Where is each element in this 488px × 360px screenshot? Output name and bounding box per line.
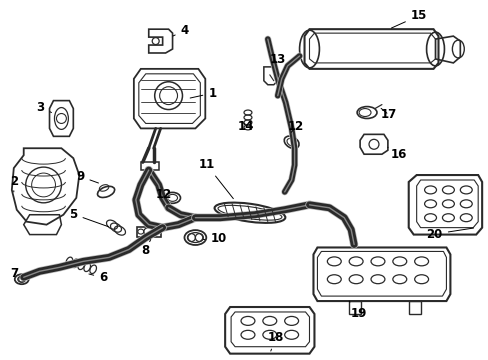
Text: 11: 11 <box>198 158 233 199</box>
Text: 8: 8 <box>141 239 150 257</box>
Text: 12: 12 <box>287 120 304 134</box>
Text: 9: 9 <box>76 170 98 183</box>
Text: 1: 1 <box>190 87 216 100</box>
Text: 12: 12 <box>155 188 172 201</box>
Text: 7: 7 <box>10 267 18 280</box>
Text: 3: 3 <box>37 100 51 113</box>
Text: 17: 17 <box>380 108 396 121</box>
Text: 4: 4 <box>173 24 188 37</box>
Text: 10: 10 <box>203 231 226 244</box>
Text: 18: 18 <box>267 331 284 351</box>
Text: 6: 6 <box>89 271 107 284</box>
Text: 14: 14 <box>238 120 254 134</box>
Text: 20: 20 <box>426 228 472 240</box>
Text: 5: 5 <box>69 208 108 227</box>
Text: 13: 13 <box>269 53 285 66</box>
Text: 19: 19 <box>348 301 367 320</box>
Text: 16: 16 <box>387 147 407 161</box>
Text: 15: 15 <box>390 9 426 28</box>
Text: 2: 2 <box>10 175 18 192</box>
